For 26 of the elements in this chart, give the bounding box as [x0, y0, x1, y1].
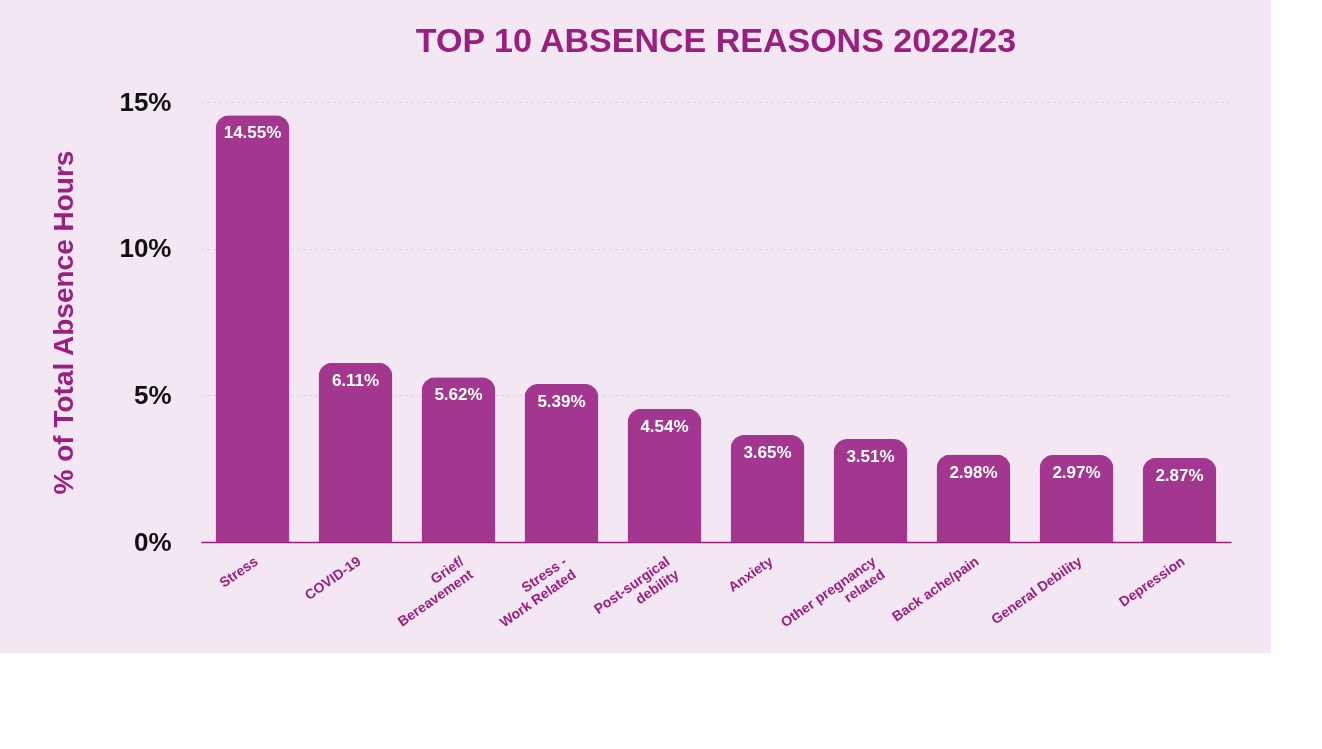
y-tick-label: 0%: [133, 526, 172, 557]
data-label: 5.62%: [434, 385, 483, 405]
chart-title: TOP 10 ABSENCE REASONS 2022/23: [415, 21, 1017, 59]
data-label: 3.65%: [743, 442, 792, 462]
y-tick-label: 15%: [119, 86, 172, 117]
bar: [421, 377, 496, 542]
y-tick-label: 5%: [133, 379, 172, 410]
bar: [936, 454, 1011, 542]
data-label: 2.87%: [1155, 465, 1204, 485]
bar: [833, 439, 908, 542]
y-axis-title: % of Total Absence Hours: [48, 150, 80, 495]
data-label: 3.51%: [846, 447, 895, 467]
data-label: 2.98%: [949, 462, 998, 482]
data-label: 4.54%: [640, 416, 689, 436]
data-label: 14.55%: [223, 123, 282, 143]
bar: [524, 383, 599, 542]
data-label: 2.97%: [1052, 462, 1101, 482]
data-label: 5.39%: [537, 391, 586, 411]
bar: [215, 115, 290, 542]
bar: [318, 362, 393, 542]
bar: [627, 408, 702, 542]
data-label: 6.11%: [331, 370, 380, 390]
bar: [1039, 454, 1114, 542]
y-tick-label: 10%: [119, 233, 172, 264]
bar: [730, 434, 805, 542]
bar: [1142, 457, 1217, 542]
